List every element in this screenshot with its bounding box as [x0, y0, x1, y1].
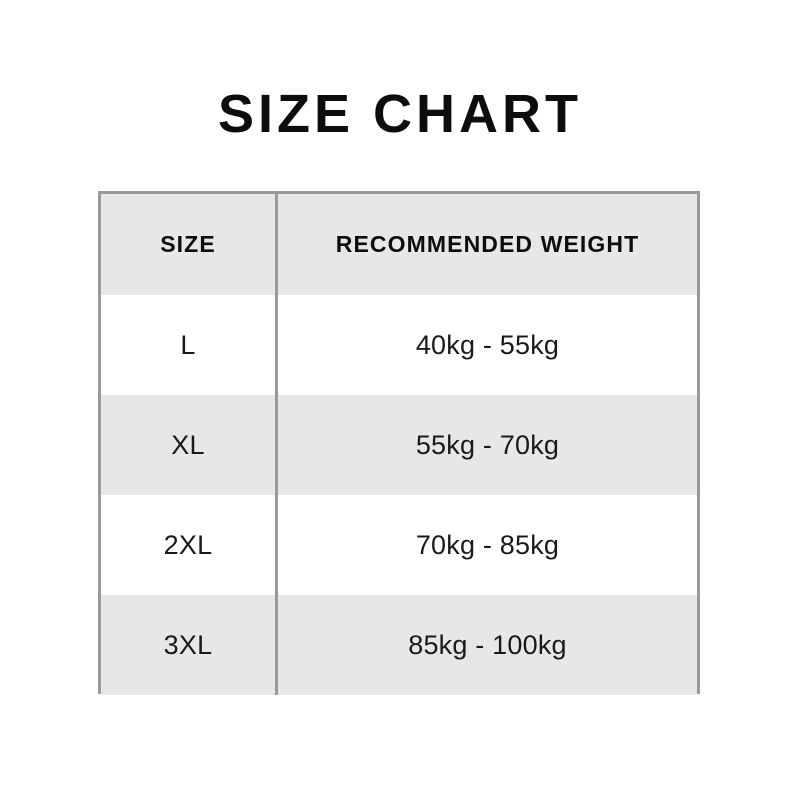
cell-size: L: [101, 295, 278, 395]
table-row: 2XL 70kg - 85kg: [101, 495, 697, 595]
table-row: 3XL 85kg - 100kg: [101, 595, 697, 695]
cell-size: XL: [101, 395, 278, 495]
size-chart-table: SIZE RECOMMENDED WEIGHT L 40kg - 55kg XL…: [98, 191, 700, 695]
table-row: L 40kg - 55kg: [101, 295, 697, 395]
cell-size: 3XL: [101, 595, 278, 695]
table-header-row: SIZE RECOMMENDED WEIGHT: [101, 194, 697, 295]
cell-recommended-weight: 40kg - 55kg: [415, 329, 560, 360]
column-header-size: SIZE: [101, 194, 278, 295]
cell-recommended-weight: 55kg - 70kg: [415, 429, 560, 460]
cell-size: 2XL: [101, 495, 278, 595]
column-header-recommended-weight: RECOMMENDED WEIGHT: [335, 231, 640, 257]
cell-recommended-weight: 85kg - 100kg: [408, 629, 567, 660]
cell-recommended-weight: 70kg - 85kg: [415, 529, 560, 560]
table-row: XL 55kg - 70kg: [101, 395, 697, 495]
page-title: SIZE CHART: [218, 84, 582, 144]
